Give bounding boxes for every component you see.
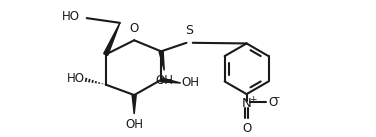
Text: S: S [186, 24, 194, 37]
Text: −: − [272, 93, 281, 103]
Text: O: O [130, 22, 139, 35]
Text: OH: OH [155, 74, 173, 87]
Text: N: N [242, 97, 252, 110]
Polygon shape [104, 23, 120, 55]
Polygon shape [161, 78, 181, 83]
Polygon shape [132, 95, 136, 114]
Text: HO: HO [67, 72, 85, 85]
Text: OH: OH [125, 118, 143, 131]
Text: OH: OH [182, 76, 200, 89]
Text: +: + [249, 95, 256, 104]
Polygon shape [159, 51, 164, 70]
Text: HO: HO [62, 10, 80, 23]
Text: O: O [242, 122, 251, 135]
Text: O: O [269, 95, 278, 109]
